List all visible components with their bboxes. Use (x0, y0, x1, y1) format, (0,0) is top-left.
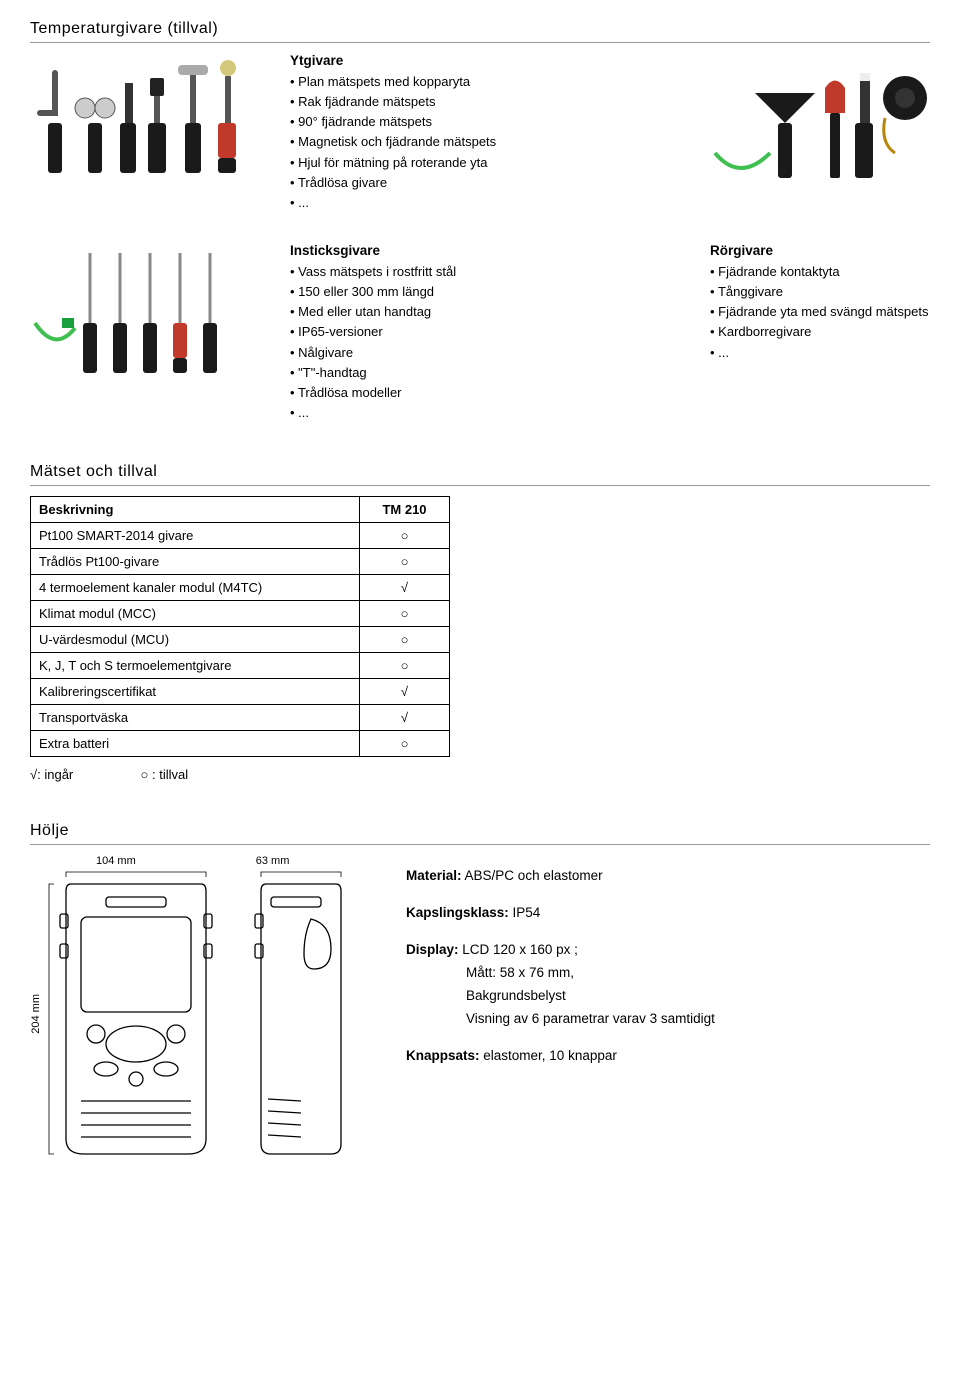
list-item: Nålgivare (290, 343, 670, 363)
ror-heading: Rörgivare (710, 243, 930, 258)
rorgivare-desc: Rörgivare Fjädrande kontaktyta Tånggivar… (710, 243, 930, 423)
cell: ○ (360, 653, 450, 679)
list-item: IP65-versioner (290, 322, 670, 342)
ytgivare-desc: Ytgivare Plan mätspets med kopparyta Rak… (290, 53, 670, 213)
list-item: 150 eller 300 mm längd (290, 282, 670, 302)
section-holje: Hölje 204 mm 104 mm 63 mm (30, 822, 930, 1172)
display-label: Display: (406, 942, 459, 957)
dim-width2-label: 63 mm (256, 855, 290, 867)
list-item: Hjul för mätning på roterande yta (290, 153, 670, 173)
list-item: Rak fjädrande mätspets (290, 92, 670, 112)
ytgivare-heading: Ytgivare (290, 53, 670, 68)
cell: ○ (360, 627, 450, 653)
table-row: Klimat modul (MCC)○ (31, 601, 450, 627)
list-item: ... (710, 343, 930, 363)
cell: √ (360, 679, 450, 705)
list-item: Trådlösa modeller (290, 383, 670, 403)
table-row: U-värdesmodul (MCU)○ (31, 627, 450, 653)
table-row: Transportväska√ (31, 705, 450, 731)
table-row: K, J, T och S termoelementgivare○ (31, 653, 450, 679)
list-item: Plan mätspets med kopparyta (290, 72, 670, 92)
list-item: Tånggivare (710, 282, 930, 302)
cell: √ (360, 705, 450, 731)
cell: ○ (360, 601, 450, 627)
cell: K, J, T och S termoelementgivare (31, 653, 360, 679)
holje-description: Material: ABS/PC och elastomer Kapslings… (406, 855, 930, 1172)
cell: U-värdesmodul (MCU) (31, 627, 360, 653)
list-item: ... (290, 193, 670, 213)
section-title: Hölje (30, 822, 930, 840)
table-row: Extra batteri○ (31, 731, 450, 757)
list-item: 90° fjädrande mätspets (290, 112, 670, 132)
list-item: Vass mätspets i rostfritt stål (290, 262, 670, 282)
table-row: Pt100 SMART-2014 givare○ (31, 523, 450, 549)
cell: Extra batteri (31, 731, 360, 757)
list-item: Fjädrande yta med svängd mätspets (710, 302, 930, 322)
table-row: Kalibreringscertifikat√ (31, 679, 450, 705)
insticks-heading: Insticksgivare (290, 243, 670, 258)
list-item: Med eller utan handtag (290, 302, 670, 322)
ytgivare-image (30, 53, 250, 203)
material-value: ABS/PC och elastomer (462, 868, 603, 883)
legend-included: √: ingår (30, 767, 73, 782)
cell: ○ (360, 549, 450, 575)
ror-list: Fjädrande kontaktyta Tånggivare Fjädrand… (710, 262, 930, 363)
table-legend: √: ingår ○ : tillval (30, 767, 930, 782)
divider (30, 844, 930, 845)
technical-drawing: 104 mm 63 mm (46, 855, 366, 1172)
list-item: Magnetisk och fjädrande mätspets (290, 132, 670, 152)
table-row: 4 termoelement kanaler modul (M4TC)√ (31, 575, 450, 601)
cell: Kalibreringscertifikat (31, 679, 360, 705)
section-title: Temperaturgivare (tillval) (30, 20, 930, 38)
knappsats-value: elastomer, 10 knappar (480, 1048, 617, 1063)
cell: Transportväska (31, 705, 360, 731)
list-item: "T"-handtag (290, 363, 670, 383)
insticks-desc: Insticksgivare Vass mätspets i rostfritt… (290, 243, 670, 423)
insticks-image (30, 243, 250, 393)
list-item: Kardborregivare (710, 322, 930, 342)
table-header-row: Beskrivning TM 210 (31, 497, 450, 523)
cell: Trådlös Pt100-givare (31, 549, 360, 575)
kapsling-value: IP54 (509, 905, 541, 920)
ytgivare-list: Plan mätspets med kopparyta Rak fjädrand… (290, 72, 670, 213)
rorgivare-image (710, 53, 930, 203)
cell: ○ (360, 731, 450, 757)
insticks-list: Vass mätspets i rostfritt stål 150 eller… (290, 262, 670, 423)
section-matset: Mätset och tillval Beskrivning TM 210 Pt… (30, 463, 930, 782)
cell: √ (360, 575, 450, 601)
kapsling-label: Kapslingsklass: (406, 905, 509, 920)
material-label: Material: (406, 868, 462, 883)
legend-optional: ○ : tillval (141, 767, 189, 782)
cell: ○ (360, 523, 450, 549)
cell: 4 termoelement kanaler modul (M4TC) (31, 575, 360, 601)
col-header: TM 210 (360, 497, 450, 523)
knappsats-label: Knappsats: (406, 1048, 480, 1063)
dim-height-label: 204 mm (30, 994, 42, 1034)
display-line3: Bakgrundsbelyst (406, 985, 930, 1008)
display-line2: Mått: 58 x 76 mm, (406, 962, 930, 985)
section-temperaturgivare: Temperaturgivare (tillval) (30, 20, 930, 423)
cell: Pt100 SMART-2014 givare (31, 523, 360, 549)
table-row: Trådlös Pt100-givare○ (31, 549, 450, 575)
options-table: Beskrivning TM 210 Pt100 SMART-2014 giva… (30, 496, 450, 757)
divider (30, 42, 930, 43)
section-title: Mätset och tillval (30, 463, 930, 481)
divider (30, 485, 930, 486)
display-value: LCD 120 x 160 px ; (459, 942, 578, 957)
display-line4: Visning av 6 parametrar varav 3 samtidig… (406, 1008, 930, 1031)
cell: Klimat modul (MCC) (31, 601, 360, 627)
list-item: ... (290, 403, 670, 423)
list-item: Trådlösa givare (290, 173, 670, 193)
list-item: Fjädrande kontaktyta (710, 262, 930, 282)
col-header: Beskrivning (31, 497, 360, 523)
dim-width1-label: 104 mm (96, 855, 136, 867)
